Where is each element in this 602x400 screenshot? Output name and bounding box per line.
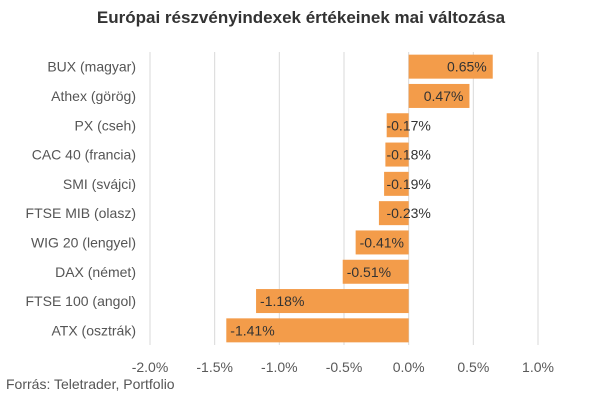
bar [256, 289, 409, 314]
bar [342, 259, 409, 284]
chart-title: Európai részvényindexek értékeinek mai v… [96, 8, 506, 27]
data-label: -0.17% [386, 117, 430, 133]
bar [386, 113, 409, 138]
category-label: CAC 40 (francia) [32, 147, 136, 163]
source-note: Forrás: Teletrader, Portfolio [6, 376, 175, 392]
bar [226, 318, 409, 343]
category-label: ATX (osztrák) [51, 322, 136, 338]
bar [355, 230, 409, 255]
category-label: PX (cseh) [75, 117, 136, 133]
data-label: -0.18% [386, 147, 430, 163]
data-label: -1.18% [260, 293, 304, 309]
x-axis-ticks: -2.0% -1.5% -1.0% -0.5% 0.0% 0.5% 1.0% [132, 359, 554, 375]
bar [385, 142, 409, 167]
data-label: -0.19% [386, 176, 430, 192]
bar [378, 201, 409, 226]
x-tick-label: 0.5% [457, 359, 489, 375]
bar [408, 54, 493, 79]
data-label: -0.51% [347, 264, 391, 280]
category-label: DAX (német) [55, 264, 136, 280]
data-labels: 0.65% 0.47% -0.17% -0.18% -0.19% -0.23% -0.41%… [230, 59, 486, 339]
bars [226, 54, 493, 343]
bar [384, 171, 409, 196]
x-tick-label: -1.0% [261, 359, 298, 375]
category-labels: BUX (magyar) Athex (görög) PX (cseh) CAC 40… [26, 59, 137, 339]
category-label: FTSE MIB (olasz) [26, 205, 136, 221]
data-label: -1.41% [230, 322, 274, 338]
bar [408, 83, 470, 108]
category-label: SMI (svájci) [63, 176, 136, 192]
category-label: BUX (magyar) [47, 59, 136, 75]
data-label: -0.23% [386, 205, 430, 221]
data-label: -0.41% [360, 234, 404, 250]
category-label: Athex (görög) [51, 88, 136, 104]
data-label: 0.65% [447, 59, 487, 75]
data-label: 0.47% [424, 88, 464, 104]
x-tick-label: -0.5% [326, 359, 363, 375]
x-tick-label: -1.5% [196, 359, 233, 375]
category-label: WIG 20 (lengyel) [31, 234, 136, 250]
bar-chart: BUX (magyar) Athex (görög) PX (cseh) CAC 40… [26, 52, 554, 375]
x-tick-label: 0.0% [393, 359, 425, 375]
x-tick-label: 1.0% [522, 359, 554, 375]
x-tick-label: -2.0% [132, 359, 169, 375]
category-label: FTSE 100 (angol) [26, 293, 137, 309]
